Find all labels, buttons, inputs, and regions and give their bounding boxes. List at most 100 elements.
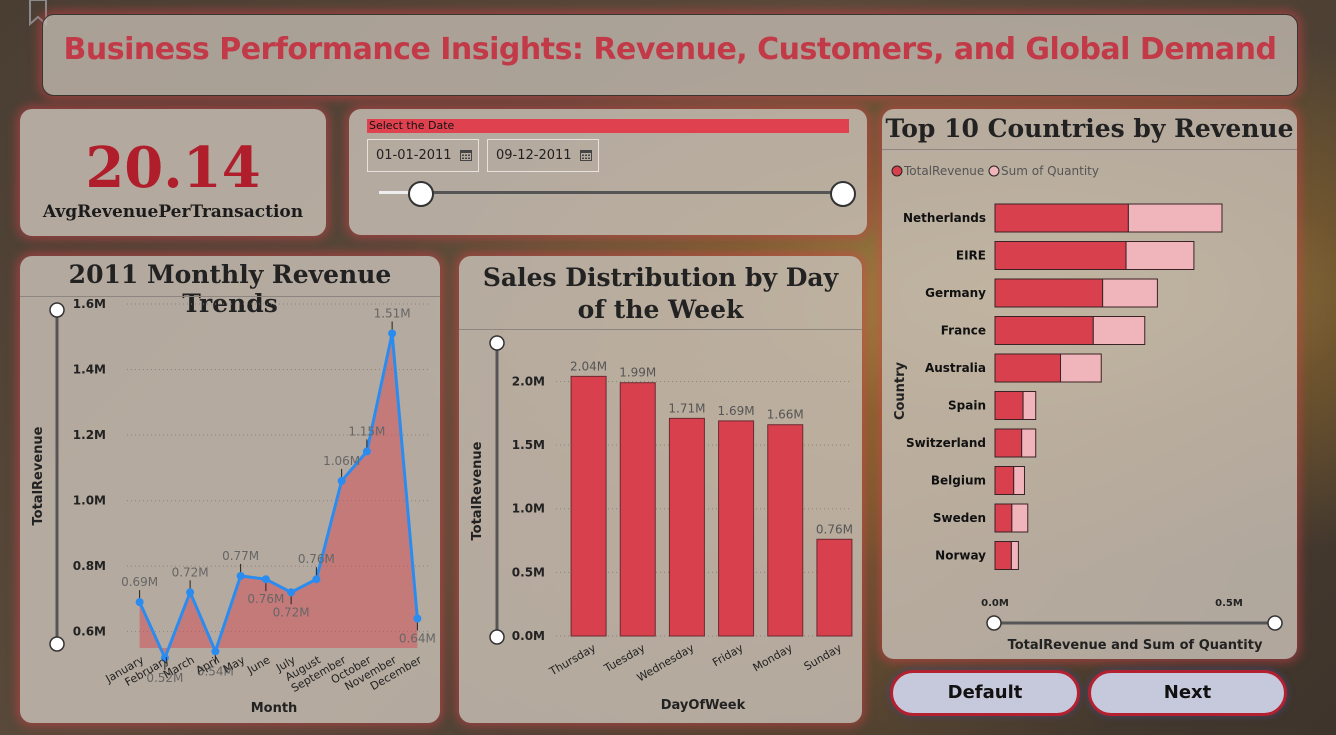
data-label: 0.52M	[146, 671, 183, 685]
category-label: Spain	[948, 399, 986, 413]
default-button[interactable]: Default	[890, 670, 1080, 716]
data-point	[135, 598, 144, 607]
data-point	[362, 447, 371, 456]
day-of-week-panel: Sales Distribution by Day of the Week 0.…	[459, 256, 862, 723]
bar	[570, 375, 607, 637]
category-label: Netherlands	[903, 211, 986, 225]
y-tick-label: 1.2M	[73, 428, 106, 442]
bar	[668, 417, 705, 637]
data-label: 0.72M	[273, 605, 310, 619]
bar	[718, 420, 755, 637]
data-point	[312, 575, 321, 584]
kpi-value: 20.14	[85, 135, 261, 201]
data-label: 2.04M	[570, 359, 607, 373]
data-point	[236, 571, 245, 580]
data-point	[388, 329, 397, 338]
legend-marker	[891, 165, 903, 177]
zoom-handle-right[interactable]	[1267, 615, 1283, 631]
data-label: 0.72M	[172, 565, 209, 579]
next-button[interactable]: Next	[1088, 670, 1287, 716]
start-date-input[interactable]: 01-01-2011	[367, 139, 479, 172]
date-range-track[interactable]	[379, 191, 841, 194]
x-tick-label: Sunday	[802, 641, 845, 673]
calendar-icon[interactable]	[580, 149, 592, 161]
title-divider	[459, 329, 862, 330]
x-axis-title: DayOfWeek	[661, 698, 746, 713]
bar-total-revenue	[994, 353, 1062, 383]
zoom-handle-top[interactable]	[489, 335, 505, 351]
y-tick-label: 0.8M	[73, 559, 106, 573]
category-label: Switzerland	[906, 436, 986, 450]
bar-total-revenue	[994, 241, 1127, 270]
data-label: 0.54M	[197, 664, 234, 678]
top-countries-panel: Top 10 Countries by Revenue TotalRevenue…	[882, 109, 1297, 659]
data-point	[261, 575, 270, 584]
x-tick-label: 0.5M	[1215, 598, 1243, 609]
y-tick-label: 1.4M	[73, 363, 106, 377]
y-axis-title: Country	[893, 361, 908, 420]
y-axis-title: TotalRevenue	[470, 441, 485, 540]
bar-sum-quantity	[1102, 278, 1158, 308]
bar-total-revenue	[994, 278, 1104, 308]
title-divider	[20, 296, 440, 297]
y-axis-title: TotalRevenue	[31, 426, 46, 525]
category-label: France	[941, 324, 986, 338]
legend-label: Sum of Quantity	[1001, 164, 1099, 178]
data-label: 1.69M	[718, 404, 755, 418]
data-label: 0.77M	[222, 549, 259, 563]
data-point	[186, 588, 195, 597]
bar	[767, 424, 804, 637]
bar-total-revenue	[994, 428, 1023, 458]
legend-marker	[988, 165, 1000, 177]
end-date-input[interactable]: 09-12-2011	[487, 139, 599, 172]
bar-sum-quantity	[1125, 241, 1195, 270]
category-label: Belgium	[931, 474, 986, 488]
date-range-fill	[379, 191, 421, 194]
category-label: Australia	[925, 361, 986, 375]
y-tick-label: 1.5M	[512, 438, 545, 452]
bar-chart-title: Sales Distribution by Day of the Week	[482, 263, 839, 324]
bar-total-revenue	[994, 541, 1012, 570]
data-label: 1.15M	[348, 424, 385, 438]
y-tick-label: 0.5M	[512, 565, 545, 579]
bar-sum-quantity	[1013, 466, 1025, 495]
slicer-header: Select the Date	[367, 119, 849, 133]
page-title: Business Performance Insights: Revenue, …	[63, 32, 1277, 67]
x-tick-label: Thursday	[546, 641, 598, 679]
y-tick-label: 1.6M	[73, 297, 106, 311]
zoom-handle-top[interactable]	[49, 302, 65, 318]
data-label: 0.76M	[298, 552, 335, 566]
data-label: 0.64M	[399, 632, 436, 646]
data-point	[211, 647, 220, 656]
zoom-handle-left[interactable]	[986, 615, 1002, 631]
y-tick-label: 0.0M	[512, 629, 545, 643]
x-tick-label: June	[244, 653, 272, 677]
x-tick-label: Monday	[751, 641, 796, 674]
category-label: Germany	[925, 286, 986, 300]
country-bar-chart: TotalRevenue Sum of Quantity Netherlands EI…	[891, 164, 1283, 653]
calendar-icon[interactable]	[460, 149, 472, 161]
bar-sum-quantity	[1022, 391, 1037, 420]
country-chart-title: Top 10 Countries by Revenue	[885, 114, 1294, 143]
data-label: 1.51M	[374, 306, 411, 320]
data-label: 0.76M	[816, 522, 853, 536]
bar-chart: 0.0M0.5M1.0M1.5M2.0M2.04MThursday1.99MTu…	[470, 335, 853, 713]
range-start-handle[interactable]	[408, 181, 434, 207]
bar	[816, 538, 853, 637]
line-chart-title: 2011 Monthly Revenue Trends	[68, 260, 392, 318]
y-tick-label: 1.0M	[512, 502, 545, 516]
kpi-label: AvgRevenuePerTransaction	[42, 202, 304, 222]
bar-total-revenue	[994, 391, 1024, 420]
data-label: 1.66M	[767, 408, 804, 422]
x-axis-title: TotalRevenue and Sum of Quantity	[1008, 638, 1263, 653]
range-end-handle[interactable]	[830, 181, 856, 207]
legend-label: TotalRevenue	[903, 164, 984, 178]
data-label: 0.69M	[121, 575, 158, 589]
x-axis-title: Month	[251, 701, 298, 716]
data-point	[160, 653, 169, 662]
title-divider	[882, 149, 1297, 150]
zoom-handle-bottom[interactable]	[49, 636, 65, 652]
start-date-value: 01-01-2011	[376, 148, 452, 163]
zoom-handle-bottom[interactable]	[489, 629, 505, 645]
